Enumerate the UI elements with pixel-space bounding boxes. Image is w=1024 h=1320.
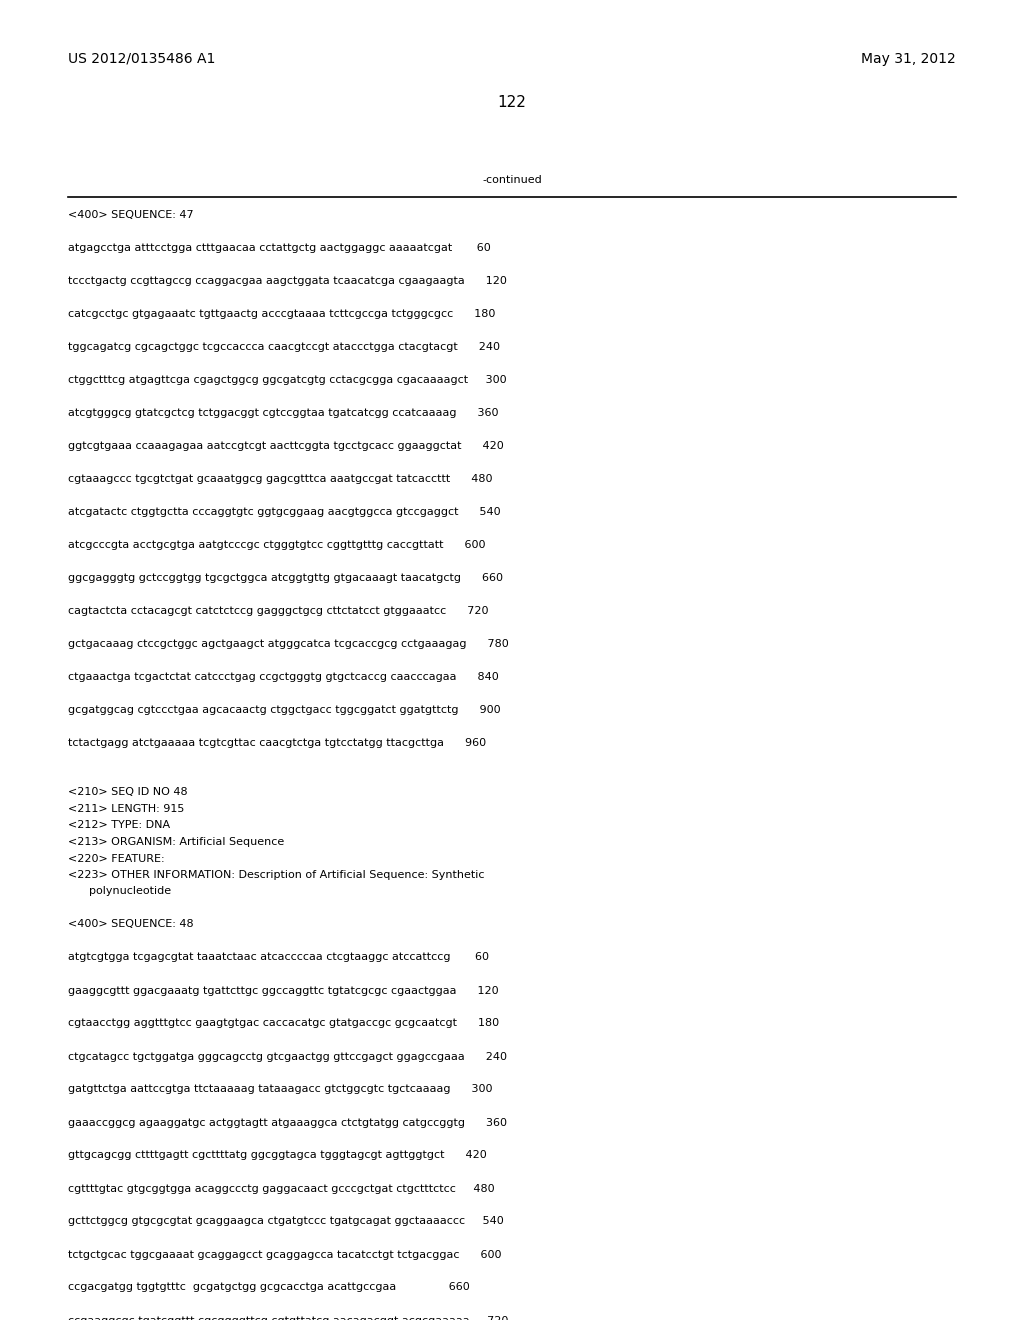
Text: ctggctttcg atgagttcga cgagctggcg ggcgatcgtg cctacgcgga cgacaaaagct     300: ctggctttcg atgagttcga cgagctggcg ggcgatc… [68, 375, 507, 385]
Text: gaaggcgttt ggacgaaatg tgattcttgc ggccaggttc tgtatcgcgc cgaactggaa      120: gaaggcgttt ggacgaaatg tgattcttgc ggccagg… [68, 986, 499, 995]
Text: polynucleotide: polynucleotide [68, 887, 171, 896]
Text: atcgatactc ctggtgctta cccaggtgtc ggtgcggaag aacgtggcca gtccgaggct      540: atcgatactc ctggtgctta cccaggtgtc ggtgcgg… [68, 507, 501, 517]
Text: ctgaaactga tcgactctat catccctgag ccgctgggtg gtgctcaccg caacccagaa      840: ctgaaactga tcgactctat catccctgag ccgctgg… [68, 672, 499, 682]
Text: cgtaacctgg aggtttgtcc gaagtgtgac caccacatgc gtatgaccgc gcgcaatcgt      180: cgtaacctgg aggtttgtcc gaagtgtgac caccaca… [68, 1019, 499, 1028]
Text: atgtcgtgga tcgagcgtat taaatctaac atcaccccaa ctcgtaaggc atccattccg       60: atgtcgtgga tcgagcgtat taaatctaac atcaccc… [68, 953, 489, 962]
Text: <223> OTHER INFORMATION: Description of Artificial Sequence: Synthetic: <223> OTHER INFORMATION: Description of … [68, 870, 484, 880]
Text: ggtcgtgaaa ccaaagagaa aatccgtcgt aacttcggta tgcctgcacc ggaaggctat      420: ggtcgtgaaa ccaaagagaa aatccgtcgt aacttcg… [68, 441, 504, 451]
Text: gcgatggcag cgtccctgaa agcacaactg ctggctgacc tggcggatct ggatgttctg      900: gcgatggcag cgtccctgaa agcacaactg ctggctg… [68, 705, 501, 715]
Text: ggcgagggtg gctccggtgg tgcgctggca atcggtgttg gtgacaaagt taacatgctg      660: ggcgagggtg gctccggtgg tgcgctggca atcggtg… [68, 573, 503, 583]
Text: <213> ORGANISM: Artificial Sequence: <213> ORGANISM: Artificial Sequence [68, 837, 285, 847]
Text: atcgcccgta acctgcgtga aatgtcccgc ctgggtgtcc cggttgtttg caccgttatt      600: atcgcccgta acctgcgtga aatgtcccgc ctgggtg… [68, 540, 485, 550]
Text: <400> SEQUENCE: 47: <400> SEQUENCE: 47 [68, 210, 194, 220]
Text: gctgacaaag ctccgctggc agctgaagct atgggcatca tcgcaccgcg cctgaaagag      780: gctgacaaag ctccgctggc agctgaagct atgggca… [68, 639, 509, 649]
Text: gaaaccggcg agaaggatgc actggtagtt atgaaaggca ctctgtatgg catgccggtg      360: gaaaccggcg agaaggatgc actggtagtt atgaaag… [68, 1118, 507, 1127]
Text: cgtaaagccc tgcgtctgat gcaaatggcg gagcgtttca aaatgccgat tatcaccttt      480: cgtaaagccc tgcgtctgat gcaaatggcg gagcgtt… [68, 474, 493, 484]
Text: <211> LENGTH: 915: <211> LENGTH: 915 [68, 804, 184, 814]
Text: gatgttctga aattccgtga ttctaaaaag tataaagacc gtctggcgtc tgctcaaaag      300: gatgttctga aattccgtga ttctaaaaag tataaag… [68, 1085, 493, 1094]
Text: May 31, 2012: May 31, 2012 [861, 51, 956, 66]
Text: atcgtgggcg gtatcgctcg tctggacggt cgtccggtaa tgatcatcgg ccatcaaaag      360: atcgtgggcg gtatcgctcg tctggacggt cgtccgg… [68, 408, 499, 418]
Text: <210> SEQ ID NO 48: <210> SEQ ID NO 48 [68, 788, 187, 797]
Text: tggcagatcg cgcagctggc tcgccaccca caacgtccgt ataccctgga ctacgtacgt      240: tggcagatcg cgcagctggc tcgccaccca caacgtc… [68, 342, 500, 352]
Text: ccgaaggcgc tgatcggttt cgcggggttcg cgtgttatcg aacagacggt acgcgaaaaa     720: ccgaaggcgc tgatcggttt cgcggggttcg cgtgtt… [68, 1316, 508, 1320]
Text: ccgacgatgg tggtgtttc  gcgatgctgg gcgcacctga acattgccgaa               660: ccgacgatgg tggtgtttc gcgatgctgg gcgcacct… [68, 1283, 470, 1292]
Text: -continued: -continued [482, 176, 542, 185]
Text: tccctgactg ccgttagccg ccaggacgaa aagctggata tcaacatcga cgaagaagta      120: tccctgactg ccgttagccg ccaggacgaa aagctgg… [68, 276, 507, 286]
Text: <220> FEATURE:: <220> FEATURE: [68, 854, 165, 863]
Text: cgttttgtac gtgcggtgga acaggccctg gaggacaact gcccgctgat ctgctttctcc     480: cgttttgtac gtgcggtgga acaggccctg gaggaca… [68, 1184, 495, 1193]
Text: tctgctgcac tggcgaaaat gcaggagcct gcaggagcca tacatcctgt tctgacggac      600: tctgctgcac tggcgaaaat gcaggagcct gcaggag… [68, 1250, 502, 1259]
Text: cagtactcta cctacagcgt catctctccg gagggctgcg cttctatcct gtggaaatcc      720: cagtactcta cctacagcgt catctctccg gagggct… [68, 606, 488, 616]
Text: gcttctggcg gtgcgcgtat gcaggaagca ctgatgtccc tgatgcagat ggctaaaaccc     540: gcttctggcg gtgcgcgtat gcaggaagca ctgatgt… [68, 1217, 504, 1226]
Text: catcgcctgc gtgagaaatc tgttgaactg acccgtaaaa tcttcgccga tctgggcgcc      180: catcgcctgc gtgagaaatc tgttgaactg acccgta… [68, 309, 496, 319]
Text: ctgcatagcc tgctggatga gggcagcctg gtcgaactgg gttccgagct ggagccgaaa      240: ctgcatagcc tgctggatga gggcagcctg gtcgaac… [68, 1052, 507, 1061]
Text: gttgcagcgg cttttgagtt cgcttttatg ggcggtagca tgggtagcgt agttggtgct      420: gttgcagcgg cttttgagtt cgcttttatg ggcggta… [68, 1151, 486, 1160]
Text: US 2012/0135486 A1: US 2012/0135486 A1 [68, 51, 215, 66]
Text: 122: 122 [498, 95, 526, 110]
Text: <400> SEQUENCE: 48: <400> SEQUENCE: 48 [68, 920, 194, 929]
Text: <212> TYPE: DNA: <212> TYPE: DNA [68, 821, 170, 830]
Text: tctactgagg atctgaaaaa tcgtcgttac caacgtctga tgtcctatgg ttacgcttga      960: tctactgagg atctgaaaaa tcgtcgttac caacgtc… [68, 738, 486, 748]
Text: atgagcctga atttcctgga ctttgaacaa cctattgctg aactggaggc aaaaatcgat       60: atgagcctga atttcctgga ctttgaacaa cctattg… [68, 243, 490, 253]
